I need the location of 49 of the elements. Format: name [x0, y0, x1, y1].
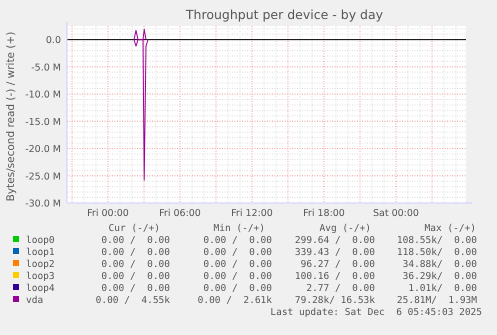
text: 339.43 / 0.00 — [294, 247, 376, 258]
legend-label: vda — [26, 295, 44, 306]
text: 0.00 / 0.00 — [203, 271, 272, 282]
text: 0.00 / 0.00 — [101, 271, 170, 282]
y-tick-label: -25.0 M — [25, 171, 61, 182]
text: 96.27 / 0.00 — [300, 259, 376, 270]
text: 1.01k/ 0.00 — [408, 283, 478, 294]
text: 0.00 / 0.00 — [101, 259, 170, 270]
text: Min (-/+) — [214, 223, 265, 234]
y-tick-label: -30.0 M — [25, 198, 61, 210]
text: 25.81M/ 1.93M — [396, 295, 478, 306]
text: Cur (-/+) — [108, 223, 160, 234]
text: 0.00 / 0.00 — [203, 247, 272, 258]
legend-label: loop0 — [26, 235, 55, 246]
legend-label: loop2 — [26, 259, 55, 270]
text: 79.28k/ 16.53k — [294, 295, 376, 306]
x-tick-label: Fri 12:00 — [231, 208, 273, 219]
text: 0.00 / 0.00 — [101, 247, 170, 258]
text: 299.64 / 0.00 — [294, 235, 376, 246]
text: 0.00 / 2.61k — [198, 295, 272, 306]
y-tick-label: 0.0 — [46, 35, 61, 46]
legend-label: loop1 — [26, 247, 55, 258]
text: 2.77 / 0.00 — [306, 283, 376, 294]
text: 0.00 / 0.00 — [203, 235, 272, 246]
y-tick-label: -15.0 M — [25, 116, 61, 128]
y-tick-label: -5.0 M — [31, 62, 61, 74]
text: 0.00 / 0.00 — [203, 259, 272, 270]
legend-label: loop3 — [26, 271, 55, 282]
y-tick-label: -20.0 M — [25, 144, 61, 156]
legend-label: loop4 — [26, 283, 55, 294]
text: Max (-/+) — [424, 223, 476, 234]
text: 0.00 / 0.00 — [101, 283, 170, 294]
text: 36.29k/ 0.00 — [402, 271, 478, 282]
x-tick-label: Sat 00:00 — [373, 208, 419, 219]
text: 34.88k/ 0.00 — [402, 259, 478, 270]
text: 100.16 / 0.00 — [294, 271, 376, 282]
x-tick-label: Fri 00:00 — [87, 208, 129, 219]
text: Avg (-/+) — [320, 223, 371, 234]
text: Last update: Sat Dec 6 05:45:03 2025 — [270, 307, 482, 318]
x-tick-label: Fri 18:00 — [303, 208, 345, 219]
text: 0.00 / 4.55k — [96, 295, 170, 306]
x-tick-label: Fri 06:00 — [159, 208, 201, 219]
text: 0.00 / 0.00 — [101, 235, 170, 246]
text: 0.00 / 0.00 — [203, 283, 272, 294]
y-tick-label: -10.0 M — [25, 90, 61, 101]
y-axis-title: Bytes/second read (-) / write (+) — [5, 32, 17, 202]
text: 118.50k/ 0.00 — [396, 247, 478, 258]
text: 108.55k/ 0.00 — [396, 235, 478, 246]
chart-title: Throughput per device - by day — [184, 7, 384, 22]
